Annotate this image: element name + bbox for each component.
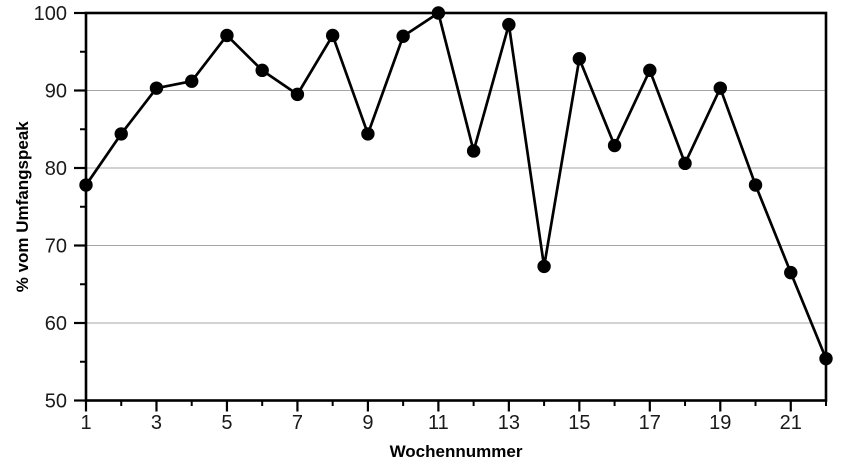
data-point	[748, 178, 763, 192]
data-point	[396, 29, 410, 43]
gridlines	[86, 90, 826, 324]
data-series	[79, 6, 833, 366]
data-point	[361, 127, 375, 141]
x-tick-label: 17	[639, 412, 661, 434]
x-tick-label: 3	[151, 412, 162, 434]
data-line	[84, 11, 828, 360]
x-tick-label: 11	[428, 412, 449, 434]
data-point	[572, 52, 587, 66]
y-tick-label: 90	[45, 81, 67, 103]
data-point	[607, 138, 622, 153]
y-tick-label: 70	[45, 236, 67, 258]
x-axis-title: Wochennummer	[390, 442, 523, 461]
x-tick-label: 5	[221, 412, 232, 434]
axis-ticks	[74, 11, 827, 412]
data-point	[678, 156, 692, 171]
y-tick-label: 80	[45, 158, 67, 180]
data-point	[79, 178, 93, 192]
data-point	[431, 6, 446, 20]
x-tick-label: 15	[568, 412, 590, 434]
x-tick-label: 7	[292, 412, 303, 434]
data-point	[784, 265, 798, 280]
data-point	[325, 28, 340, 43]
x-tick-label: 13	[498, 412, 520, 434]
data-point	[149, 81, 164, 95]
x-tick-label: 19	[709, 412, 731, 434]
x-tick-label: 21	[780, 412, 802, 434]
data-point	[502, 17, 516, 32]
y-tick-label: 100	[34, 3, 67, 25]
data-point	[290, 87, 305, 102]
data-point	[537, 259, 551, 274]
data-point	[185, 74, 199, 88]
data-point	[643, 63, 657, 78]
y-tick-label: 60	[45, 313, 67, 335]
data-point	[466, 144, 481, 158]
y-axis-title: % vom Umfangspeak	[13, 121, 32, 293]
y-tick-label: 50	[45, 391, 67, 413]
data-point	[255, 63, 269, 78]
data-point	[819, 351, 833, 366]
data-point	[220, 28, 234, 43]
data-point	[713, 81, 727, 95]
x-tick-label: 9	[362, 412, 373, 434]
x-tick-label: 1	[80, 412, 91, 434]
data-point	[114, 127, 128, 141]
plot-frame	[84, 11, 828, 402]
